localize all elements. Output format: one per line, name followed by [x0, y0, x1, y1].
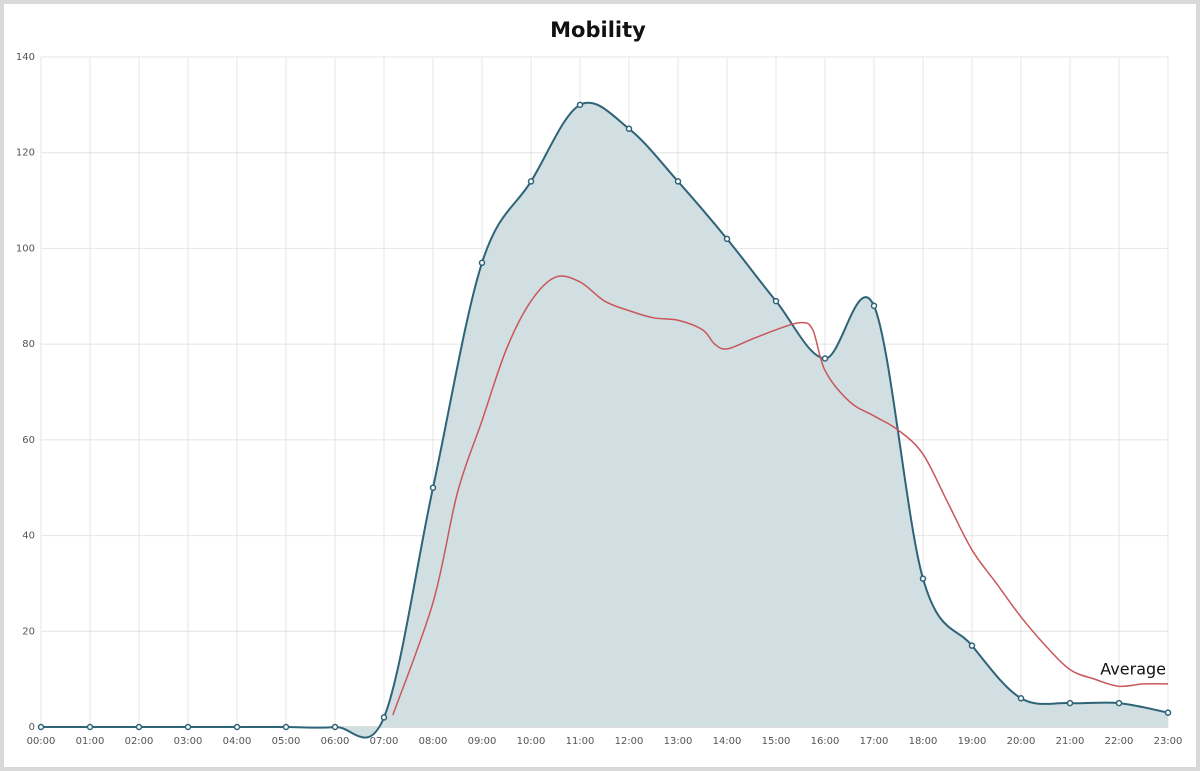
y-tick-label: 20 — [22, 626, 35, 637]
y-tick-label: 60 — [22, 435, 35, 446]
point — [135, 723, 143, 731]
x-tick-label: 15:00 — [762, 736, 791, 747]
chart: Mobility 0 20 40 60 80 100 120 140 00:00 01:00 02:… — [16, 18, 1183, 747]
x-tick-label: 07:00 — [370, 736, 399, 747]
chart-title: Mobility — [550, 18, 646, 42]
x-tick-label: 09:00 — [468, 736, 497, 747]
x-tick-label: 00:00 — [27, 736, 56, 747]
x-tick-label: 23:00 — [1154, 736, 1183, 747]
point — [380, 714, 388, 721]
x-tick-label: 03:00 — [174, 736, 203, 747]
y-tick-label: 0 — [29, 722, 35, 733]
x-tick-label: 21:00 — [1056, 736, 1085, 747]
marks: Average — [37, 101, 1172, 739]
line — [41, 101, 1169, 739]
point — [527, 178, 535, 185]
x-tick-label: 04:00 — [223, 736, 252, 747]
y-tick-label: 120 — [16, 148, 35, 159]
point — [674, 178, 682, 185]
point — [331, 723, 339, 731]
point — [919, 575, 927, 582]
y-tick-label: 80 — [22, 339, 35, 350]
line — [392, 275, 1169, 716]
point — [233, 723, 241, 731]
x-tick-label: 02:00 — [125, 736, 154, 747]
point — [86, 723, 94, 731]
chart-frame: Mobility 0 20 40 60 80 100 120 140 00:00 01:00 02:… — [4, 4, 1196, 767]
point — [1066, 699, 1074, 707]
x-tick-label: 19:00 — [958, 736, 987, 747]
point — [772, 297, 780, 305]
x-tick-label: 20:00 — [1007, 736, 1036, 747]
x-tick-label: 16:00 — [811, 736, 840, 747]
x-tick-label: 18:00 — [909, 736, 938, 747]
x-tick-label: 08:00 — [419, 736, 448, 747]
y-tick-label: 40 — [22, 531, 35, 542]
point — [429, 484, 437, 491]
x-tick-label: 06:00 — [321, 736, 350, 747]
point — [1017, 695, 1025, 702]
x-tick-label: 17:00 — [860, 736, 889, 747]
point — [1115, 699, 1123, 707]
point — [576, 101, 584, 109]
point — [723, 235, 731, 243]
x-tick-label: 10:00 — [517, 736, 546, 747]
x-tick-label: 14:00 — [713, 736, 742, 747]
x-tick-label: 11:00 — [566, 736, 595, 747]
x-tick-label: 22:00 — [1105, 736, 1134, 747]
point — [870, 302, 878, 310]
area — [41, 102, 1168, 738]
y-tick-label: 140 — [16, 52, 35, 63]
point — [184, 723, 192, 731]
x-tick-label: 01:00 — [76, 736, 105, 747]
y-tick-label: 100 — [16, 243, 35, 254]
x-tick-label: 05:00 — [272, 736, 301, 747]
point — [37, 723, 45, 731]
point — [478, 259, 486, 267]
point — [821, 355, 829, 362]
point — [968, 642, 976, 649]
point — [625, 125, 633, 133]
x-tick-label: 13:00 — [664, 736, 693, 747]
series-label: Average — [1100, 659, 1166, 678]
point — [282, 723, 290, 731]
x-tick-label: 12:00 — [615, 736, 644, 747]
point — [1164, 709, 1172, 716]
